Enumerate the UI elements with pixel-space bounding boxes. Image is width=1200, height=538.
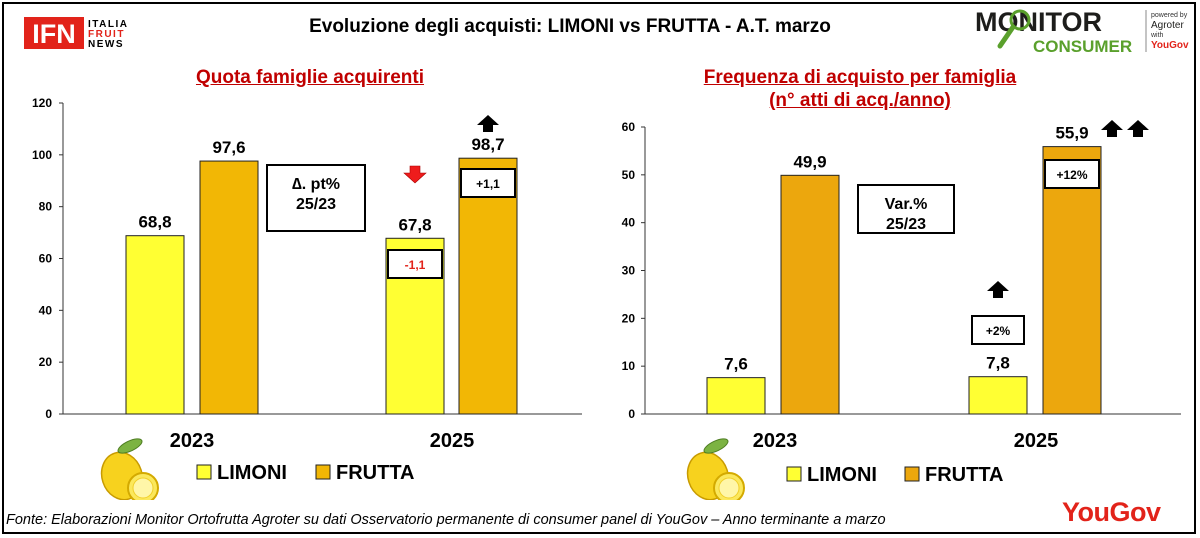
y-tick-label: 60 (39, 252, 53, 266)
change-box (460, 168, 516, 198)
yougov-logo: YouGov (1062, 497, 1161, 527)
annotation-line1: ∆. pt% (292, 176, 340, 193)
y-tick-label: 10 (622, 359, 636, 373)
bar-value-label: 98,7 (471, 135, 504, 154)
change-label: -1,1 (405, 258, 426, 272)
right-chart: 0 10 20 30 40 50 60 7,6 49,9 2023 7,8 55,9 2025 Var.%… (622, 120, 1181, 500)
arrow-up-icon (1127, 120, 1149, 137)
arrow-up-icon (1101, 120, 1123, 137)
main-title: Evoluzione degli acquisti: LIMONI vs FRU… (309, 16, 831, 37)
annotation-line1: Var.% (885, 196, 928, 213)
y-tick-label: 120 (32, 96, 52, 110)
y-tick-label: 30 (622, 264, 636, 278)
ifn-logo-line1: ITALIA (88, 19, 128, 30)
ifn-logo-line3: NEWS (88, 39, 124, 49)
lemon-icon (686, 438, 745, 500)
bar-frutta-2025 (1042, 146, 1102, 415)
monitor-logo-small4: YouGov (1151, 40, 1189, 51)
x-category-2023: 2023 (753, 430, 798, 452)
change-label: +2% (986, 324, 1011, 338)
y-tick-label: 100 (32, 148, 52, 162)
annotation-box (857, 184, 955, 234)
arrow-up-icon (987, 281, 1009, 298)
bar-value-label: 55,9 (1055, 124, 1088, 143)
bar-limoni-2025 (968, 376, 1028, 415)
y-tick-label: 60 (622, 120, 636, 134)
left-chart: 0 20 40 60 80 100 120 68,8 97,6 2023 67,8 98,7 2025 ∆… (32, 96, 582, 500)
annotation-box (266, 164, 366, 232)
legend-swatch-limoni (786, 466, 802, 482)
bar-limoni-2023 (706, 377, 766, 415)
bar-value-label: 97,6 (212, 138, 245, 157)
right-chart-title: Frequenza di acquisto per famiglia (703, 67, 1017, 88)
monitor-logo-small2: Agroter (1151, 20, 1184, 31)
ifn-logo-mark: IFN (32, 19, 76, 49)
change-box (1044, 159, 1100, 189)
lemon-leaf (703, 438, 729, 454)
y-tick-label: 0 (628, 407, 635, 421)
ifn-logo-line2: FRUIT (88, 29, 125, 40)
legend-label-limoni: LIMONI (807, 464, 877, 486)
bar-value-label: 67,8 (398, 215, 431, 234)
annotation-line2: 25/23 (886, 216, 926, 233)
magnifier-icon (997, 9, 1031, 49)
left-chart-title: Quota famiglie acquirenti (195, 67, 425, 88)
y-tick-label: 80 (39, 200, 53, 214)
bar-frutta-2023 (199, 160, 259, 415)
legend-swatch-limoni (196, 464, 212, 480)
legend-label-frutta: FRUTTA (925, 464, 1004, 486)
change-label: +12% (1056, 168, 1087, 182)
source-note: Fonte: Elaborazioni Monitor Ortofrutta A… (6, 512, 886, 528)
y-tick-label: 20 (622, 311, 636, 325)
monitor-logo-small3: with (1150, 32, 1164, 39)
bar-value-label: 49,9 (793, 152, 826, 171)
bar-frutta-2025 (458, 157, 518, 415)
change-box (387, 249, 443, 279)
monitor-logo-line2: CONSUMER (1033, 37, 1132, 56)
ifn-logo-box (24, 17, 84, 49)
change-box (971, 315, 1025, 345)
bar-value-label: 68,8 (138, 213, 171, 232)
y-tick-label: 50 (622, 168, 636, 182)
y-tick-label: 0 (45, 407, 52, 421)
lemon-slice-pulp (718, 477, 740, 499)
legend-label-frutta: FRUTTA (336, 462, 415, 484)
lemon-leaf (117, 438, 143, 454)
legend-swatch-frutta (904, 466, 920, 482)
ifn-logo: IFN ITALIA FRUIT NEWS (24, 17, 144, 54)
legend-swatch-frutta (315, 464, 331, 480)
bar-limoni-2023 (125, 235, 185, 415)
y-tick-label: 40 (39, 303, 53, 317)
x-category-2025: 2025 (430, 430, 475, 452)
monitor-logo-line1: MONITOR (975, 7, 1102, 37)
y-tick-label: 20 (39, 355, 53, 369)
right-chart-subtitle: (n° atti di acq./anno) (769, 90, 951, 111)
x-category-2023: 2023 (170, 430, 215, 452)
monitor-logo-small1: powered by (1151, 12, 1188, 19)
lemon-icon (100, 438, 159, 500)
change-label: +1,1 (476, 177, 500, 191)
bar-value-label: 7,8 (986, 354, 1010, 373)
legend-label-limoni: LIMONI (217, 462, 287, 484)
x-category-2025: 2025 (1014, 430, 1059, 452)
bar-value-label: 7,6 (724, 355, 748, 374)
monitor-consumer-logo: MONITOR CONSUMER powered by Agroter with… (975, 6, 1190, 61)
arrow-down-icon (403, 165, 427, 184)
annotation-line2: 25/23 (296, 196, 336, 213)
y-tick-label: 40 (622, 216, 636, 230)
lemon-slice-pulp (132, 477, 154, 499)
bar-frutta-2023 (780, 174, 840, 415)
arrow-up-icon (477, 115, 499, 132)
